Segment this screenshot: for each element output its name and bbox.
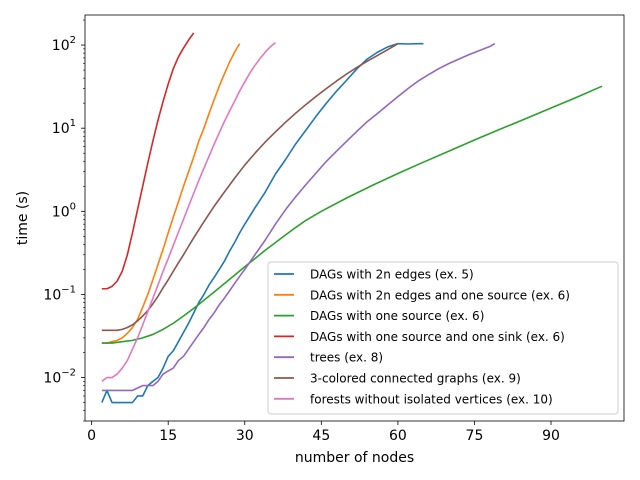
legend: DAGs with 2n edges (ex. 5) DAGs with 2n e… — [267, 261, 619, 415]
legend-entry: DAGs with 2n edges and one source (ex. 6… — [310, 288, 570, 302]
legend-entry: trees (ex. 8) — [310, 351, 383, 365]
y-axis-ticks: 10−2 10−1 100 101 102 — [43, 19, 85, 422]
x-tick-label: 15 — [159, 428, 177, 444]
x-tick-label: 0 — [87, 428, 96, 444]
y-axis-label: time (s) — [15, 191, 31, 245]
legend-entry: DAGs with one source and one sink (ex. 6… — [310, 330, 565, 344]
y-tick-label: 100 — [52, 201, 76, 220]
series-line-5 — [101, 42, 496, 392]
y-tick-label: 101 — [52, 118, 76, 137]
legend-entry: 3-colored connected graphs (ex. 9) — [310, 372, 521, 386]
y-tick-label: 102 — [52, 35, 76, 54]
x-axis-label: number of nodes — [295, 450, 414, 466]
series-line-4 — [101, 32, 195, 290]
y-tick-label: 10−2 — [43, 368, 76, 387]
series-line-1 — [101, 42, 424, 404]
legend-entry: DAGs with 2n edges (ex. 5) — [310, 268, 474, 282]
x-tick-label: 90 — [542, 428, 560, 444]
x-tick-label: 75 — [466, 428, 484, 444]
legend-box — [267, 261, 619, 415]
y-tick-label: 10−1 — [43, 284, 76, 303]
series-line-7 — [101, 42, 276, 382]
series-lines — [101, 32, 603, 404]
x-tick-label: 45 — [312, 428, 330, 444]
series-line-2 — [101, 43, 241, 344]
x-tick-label: 60 — [389, 428, 407, 444]
series-line-3 — [101, 85, 603, 344]
legend-entry: DAGs with one source (ex. 6) — [310, 309, 484, 323]
x-axis-ticks: 0 15 30 45 60 75 90 — [87, 421, 560, 444]
legend-entry: forests without isolated vertices (ex. 1… — [310, 392, 553, 406]
plot-area-frame — [84, 14, 625, 422]
x-tick-label: 30 — [236, 428, 254, 444]
series-line-6 — [101, 42, 399, 332]
